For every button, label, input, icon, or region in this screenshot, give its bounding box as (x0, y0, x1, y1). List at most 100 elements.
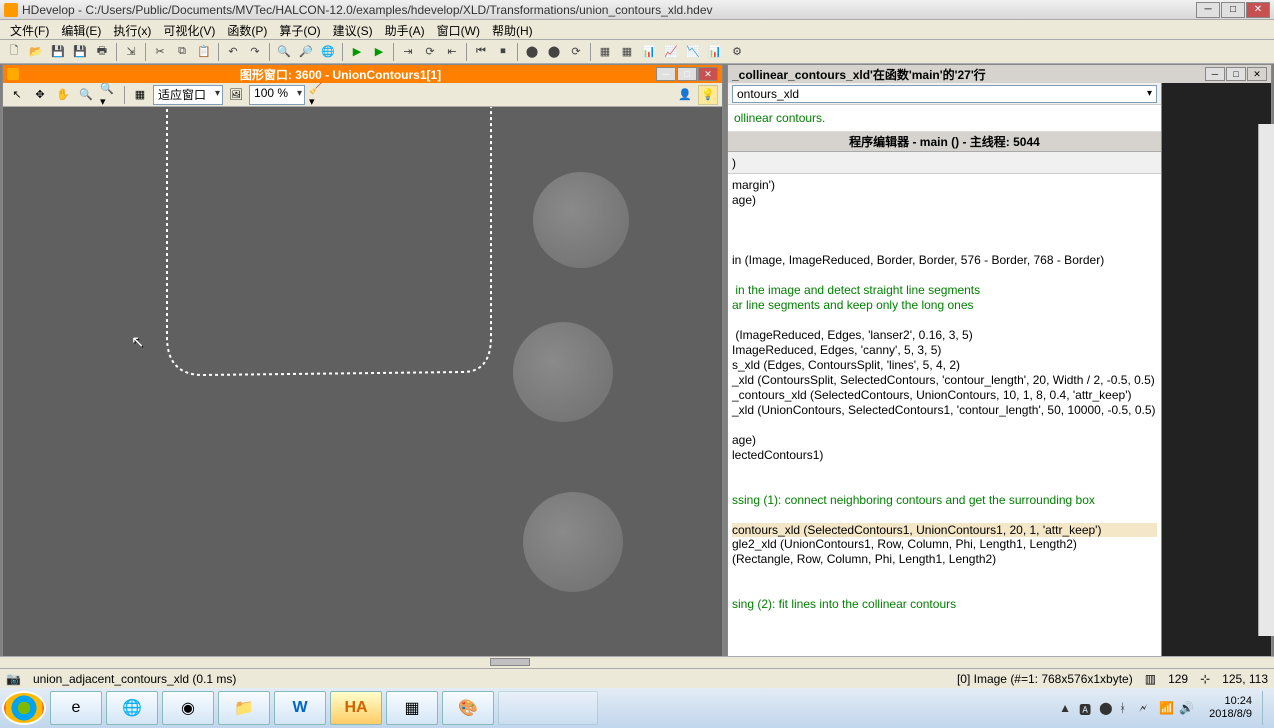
code-line: lectedContours1) (732, 448, 823, 462)
menu-item[interactable]: 算子(O) (273, 20, 326, 39)
zoom-icon[interactable]: 🔍 (76, 85, 96, 105)
menu-item[interactable]: 执行(x) (107, 20, 157, 39)
chart1-icon[interactable]: 📊 (639, 42, 659, 62)
menu-item[interactable]: 可视化(V) (157, 20, 221, 39)
refresh-icon[interactable]: ⟳ (566, 42, 586, 62)
stop-icon[interactable]: ⏹ (493, 42, 513, 62)
reset-icon[interactable]: ⏮ (471, 42, 491, 62)
menu-item[interactable]: 文件(F) (4, 20, 55, 39)
new-icon[interactable]: 🗋 (4, 42, 24, 62)
scrollbar-thumb[interactable] (490, 658, 530, 666)
clear-icon[interactable]: 🧹▾ (308, 85, 328, 105)
menu-item[interactable]: 编辑(E) (55, 20, 107, 39)
step-out-icon[interactable]: ⇤ (442, 42, 462, 62)
undo-icon[interactable]: ↶ (223, 42, 243, 62)
zoom-combo[interactable]: 100 % (249, 85, 305, 105)
code-area[interactable]: margin') age) in (Image, ImageReduced, B… (728, 174, 1161, 616)
move-icon[interactable]: ✥ (30, 85, 50, 105)
menu-item[interactable]: 帮助(H) (486, 20, 539, 39)
code-line: (Rectangle, Row, Column, Phi, Length1, L… (732, 552, 996, 566)
code-titlebar[interactable]: _collinear_contours_xld'在函数'main'的'27'行 … (728, 65, 1271, 83)
app-icon (4, 3, 18, 17)
system-tray[interactable]: ▲ 🅰 ⬤ ᚼ 🗲 📶 🔊 (1053, 701, 1199, 715)
chart4-icon[interactable]: 📊 (705, 42, 725, 62)
tray-bt-icon[interactable]: ᚼ (1119, 701, 1133, 715)
breakpoint-icon[interactable]: ⬤ (522, 42, 542, 62)
code-line: (ImageReduced, Edges, 'lanser2', 0.16, 3… (732, 328, 973, 342)
horizontal-scrollbar[interactable] (0, 656, 1274, 668)
fit-icon[interactable]: ▦ (130, 85, 150, 105)
fit-combo[interactable]: 适应窗口 (153, 85, 223, 105)
breakpoint-all-icon[interactable]: ⬤ (544, 42, 564, 62)
step-icon[interactable]: ▶ (369, 42, 389, 62)
hand-icon[interactable]: ✋ (53, 85, 73, 105)
blob (523, 492, 623, 592)
separator (393, 43, 394, 61)
tray-flag-icon[interactable]: ▲ (1059, 701, 1073, 715)
separator (218, 43, 219, 61)
separator (145, 43, 146, 61)
maximize-button[interactable]: □ (1221, 2, 1245, 18)
copy-icon[interactable]: ⧉ (172, 42, 192, 62)
status-count: 129 (1168, 672, 1188, 686)
procedure-combo[interactable]: ontours_xld (732, 85, 1157, 103)
menu-item[interactable]: 建议(S) (327, 20, 379, 39)
save-all-icon[interactable]: 💾 (70, 42, 90, 62)
person-icon[interactable]: 👤 (675, 85, 695, 105)
taskbar: e 🌐 ◉ 📁 W HA ▦ 🎨 ▲ 🅰 ⬤ ᚼ 🗲 📶 🔊 10:24 201… (0, 688, 1274, 728)
cut-icon[interactable]: ✂ (150, 42, 170, 62)
tray-wifi-icon[interactable]: 📶 (1159, 701, 1173, 715)
menubar: 文件(F)编辑(E)执行(x)可视化(V)函数(P)算子(O)建议(S)助手(A… (0, 20, 1274, 40)
code-line: gle2_xld (UnionContours1, Row, Column, P… (732, 537, 1077, 551)
globe-icon[interactable]: 🌐 (318, 42, 338, 62)
menu-item[interactable]: 助手(A) (379, 20, 431, 39)
tray-vol-icon[interactable]: 🔊 (1179, 701, 1193, 715)
bulb-icon[interactable]: 💡 (698, 85, 718, 105)
status-coords-icon: ⊹ (1200, 672, 1210, 686)
code-maximize-button[interactable]: □ (1226, 67, 1246, 81)
gfx-close-button[interactable]: ✕ (698, 67, 718, 81)
settings-icon[interactable]: ⚙ (727, 42, 747, 62)
redo-icon[interactable]: ↷ (245, 42, 265, 62)
code-close-button[interactable]: ✕ (1247, 67, 1267, 81)
open-icon[interactable]: 📂 (26, 42, 46, 62)
code-left-pane: ontours_xld ollinear contours. 程序编辑器 - m… (728, 83, 1161, 658)
window1-icon[interactable]: ▦ (595, 42, 615, 62)
tray-shield-icon[interactable]: ⬤ (1099, 701, 1113, 715)
clock[interactable]: 10:24 2018/8/9 (1203, 695, 1258, 721)
menu-item[interactable]: 窗口(W) (431, 20, 486, 39)
minimize-button[interactable]: ─ (1196, 2, 1220, 18)
pointer-icon[interactable]: ↖ (7, 85, 27, 105)
step-into-icon[interactable]: ⇥ (398, 42, 418, 62)
window2-icon[interactable]: ▦ (617, 42, 637, 62)
vertical-scrollbar[interactable] (1258, 124, 1274, 636)
code-line: ssing (1): connect neighboring contours … (732, 493, 1095, 507)
code-minimize-button[interactable]: ─ (1205, 67, 1225, 81)
gfx-maximize-button[interactable]: □ (677, 67, 697, 81)
step-over-icon[interactable]: ⟳ (420, 42, 440, 62)
run-icon[interactable]: ▶ (347, 42, 367, 62)
close-button[interactable]: ✕ (1246, 2, 1270, 18)
status-coords: 125, 113 (1222, 672, 1268, 686)
menu-item[interactable]: 函数(P) (221, 20, 273, 39)
chart2-icon[interactable]: 📈 (661, 42, 681, 62)
code-line: sing (2): fit lines into the collinear c… (732, 597, 956, 611)
paren-row: ) (728, 152, 1161, 174)
print-icon[interactable]: 🖶 (92, 42, 112, 62)
tray-bat-icon[interactable]: 🗲 (1139, 701, 1153, 715)
zoom-drop-icon[interactable]: 🔍▾ (99, 85, 119, 105)
code-line: in (Image, ImageReduced, Border, Border,… (732, 253, 1104, 267)
find-icon[interactable]: 🔍 (274, 42, 294, 62)
gfx-minimize-button[interactable]: ─ (656, 67, 676, 81)
find-next-icon[interactable]: 🔎 (296, 42, 316, 62)
tray-net-icon[interactable]: 🅰 (1079, 701, 1093, 715)
export-icon[interactable]: ⇲ (121, 42, 141, 62)
gfx-titlebar[interactable]: 图形窗口: 3600 - UnionContours1[1] ─ □ ✕ (3, 65, 722, 83)
gfx-canvas[interactable]: ↖ (3, 107, 721, 656)
paste-icon[interactable]: 📋 (194, 42, 214, 62)
save-icon[interactable]: 💾 (48, 42, 68, 62)
chart3-icon[interactable]: 📉 (683, 42, 703, 62)
cursor-icon: ↖ (131, 332, 144, 352)
code-line: _xld (ContoursSplit, SelectedContours, '… (732, 373, 1155, 387)
image-icon[interactable]: 🖼 (226, 85, 246, 105)
